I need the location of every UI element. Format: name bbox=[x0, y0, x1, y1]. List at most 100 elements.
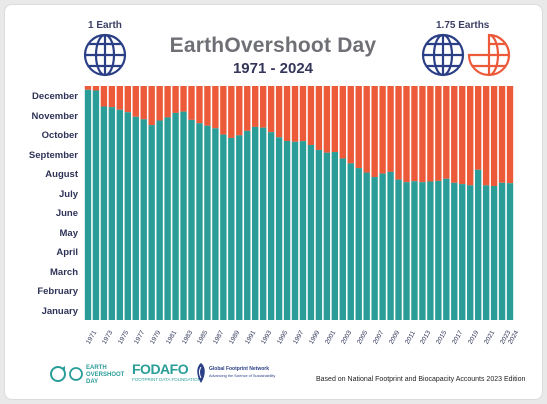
bar bbox=[275, 137, 283, 320]
overshoot-bar-segment bbox=[395, 86, 402, 180]
half-globe-icon bbox=[467, 33, 511, 77]
bar bbox=[474, 169, 482, 320]
global-footprint-network-logo bbox=[197, 363, 205, 383]
bar bbox=[196, 123, 203, 320]
overshoot-bar-segment bbox=[275, 86, 283, 138]
bar bbox=[331, 152, 339, 320]
overshoot-bar-segment bbox=[108, 86, 116, 108]
bar bbox=[236, 135, 243, 320]
overshoot-bar-segment bbox=[84, 86, 92, 90]
overshoot-bar-segment bbox=[419, 86, 426, 183]
overshoot-bar-segment bbox=[323, 86, 331, 153]
earth-overshoot-day-logo bbox=[50, 366, 66, 382]
overshoot-bar-segment bbox=[291, 86, 299, 142]
overshoot-bar-segment bbox=[116, 86, 124, 110]
overshoot-bar-segment bbox=[339, 86, 346, 159]
overshoot-bar-segment bbox=[347, 86, 354, 164]
bar bbox=[164, 117, 171, 320]
overshoot-bar-segment bbox=[307, 86, 315, 145]
bar bbox=[498, 182, 506, 320]
bar bbox=[443, 178, 450, 320]
gfn-subtitle: Advancing the Science of Sustainability bbox=[209, 374, 276, 378]
bar bbox=[291, 141, 299, 320]
overshoot-bar-segment bbox=[490, 86, 498, 187]
logo-text-overshoot: OVERSHOOT bbox=[86, 372, 125, 378]
fodafo-subtitle: FOOTPRINT DATA FOUNDATION bbox=[132, 377, 201, 382]
bar bbox=[299, 141, 307, 320]
overshoot-bar-segment bbox=[411, 86, 418, 182]
overshoot-bar-segment bbox=[379, 86, 386, 174]
bar bbox=[156, 120, 163, 320]
bar bbox=[339, 158, 346, 320]
overshoot-bar-segment bbox=[156, 86, 163, 121]
overshoot-bar-segment bbox=[124, 86, 131, 113]
bar bbox=[411, 181, 418, 320]
globe-icon bbox=[83, 33, 127, 77]
overshoot-bar-segment bbox=[188, 86, 195, 120]
earths-label: 1.75 Earths bbox=[436, 20, 490, 31]
month-label: November bbox=[31, 111, 78, 122]
bar bbox=[124, 112, 131, 321]
chart-title: EarthOvershoot Day bbox=[169, 34, 377, 57]
overshoot-bar-segment bbox=[403, 86, 410, 183]
bar bbox=[108, 107, 116, 321]
overshoot-bar-segment bbox=[228, 86, 235, 138]
bar bbox=[347, 163, 354, 320]
overshoot-bar-segment bbox=[371, 86, 378, 178]
overshoot-bar-segment bbox=[498, 86, 506, 183]
bar bbox=[244, 130, 251, 320]
overshoot-bar-segment bbox=[427, 86, 434, 182]
fodafo-logo: FODAFO bbox=[132, 361, 189, 377]
bar bbox=[467, 185, 474, 320]
month-label: August bbox=[45, 169, 78, 180]
chart-subtitle: 1971 - 2024 bbox=[232, 60, 314, 77]
overshoot-bar-segment bbox=[506, 86, 514, 184]
overshoot-bar-segment bbox=[267, 86, 275, 133]
bar bbox=[451, 182, 458, 320]
bar bbox=[228, 137, 235, 320]
bar bbox=[323, 152, 331, 320]
overshoot-bar-segment bbox=[459, 86, 466, 185]
bar bbox=[148, 125, 155, 321]
bar bbox=[307, 144, 315, 320]
bar bbox=[220, 134, 227, 320]
month-label: October bbox=[41, 130, 78, 141]
overshoot-bar-segment bbox=[363, 86, 370, 173]
overshoot-bar-segment bbox=[283, 86, 291, 141]
overshoot-bar-segment bbox=[259, 86, 267, 128]
overshoot-bar-segment bbox=[299, 86, 307, 142]
bar bbox=[116, 109, 124, 320]
bar bbox=[459, 184, 466, 320]
bar bbox=[283, 140, 291, 320]
one-earth-label: 1 Earth bbox=[88, 20, 122, 31]
bar bbox=[180, 111, 187, 321]
bar bbox=[363, 172, 370, 320]
bar bbox=[419, 182, 426, 320]
overshoot-bar-segment bbox=[196, 86, 203, 124]
bar bbox=[379, 173, 386, 320]
overshoot-bar-segment bbox=[212, 86, 219, 129]
bar bbox=[92, 90, 100, 321]
bar bbox=[252, 126, 259, 320]
globe-icon bbox=[421, 33, 465, 77]
month-label: December bbox=[32, 91, 78, 102]
month-label: January bbox=[41, 306, 78, 317]
overshoot-bar-segment bbox=[236, 86, 243, 136]
overshoot-bar-segment bbox=[204, 86, 211, 126]
bar bbox=[506, 183, 514, 320]
overshoot-bar-segment bbox=[220, 86, 227, 135]
overshoot-bar-segment bbox=[100, 86, 108, 107]
bar bbox=[84, 89, 92, 320]
overshoot-bar-segment bbox=[387, 86, 394, 172]
bar bbox=[188, 119, 195, 320]
overshoot-bar-segment bbox=[451, 86, 458, 183]
overshoot-bar-segment bbox=[482, 86, 490, 186]
logo-text-earth: EARTH bbox=[86, 365, 107, 371]
overshoot-bar-segment bbox=[435, 86, 442, 181]
logo-text-day: DAY bbox=[86, 379, 99, 385]
bar bbox=[259, 127, 267, 320]
bar bbox=[387, 171, 394, 320]
bar bbox=[100, 106, 108, 320]
month-label: February bbox=[37, 286, 78, 297]
